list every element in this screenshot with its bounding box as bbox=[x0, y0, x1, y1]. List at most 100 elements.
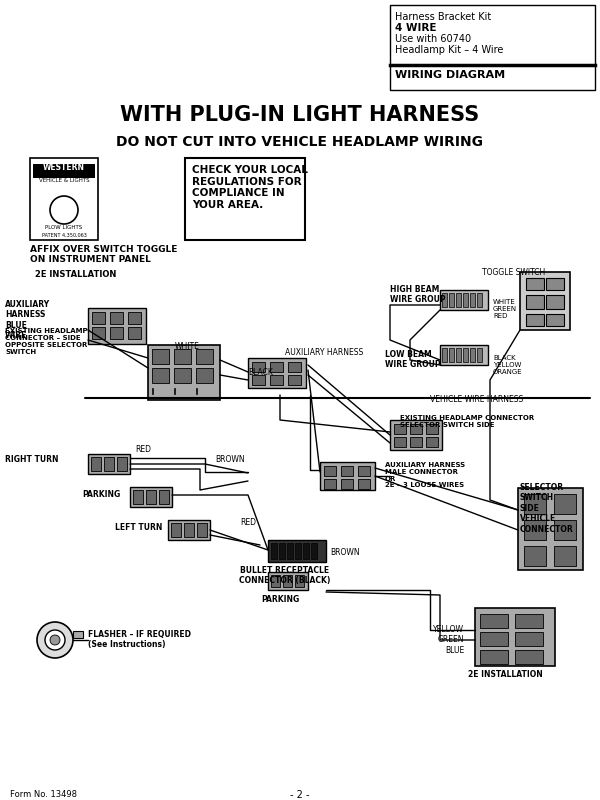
Bar bbox=[303, 543, 309, 559]
Text: VEHICLE & LIGHTS: VEHICLE & LIGHTS bbox=[38, 178, 89, 183]
Text: AUXILIARY HARNESS
MALE CONNECTOR
OR: AUXILIARY HARNESS MALE CONNECTOR OR bbox=[385, 462, 465, 482]
Bar bbox=[477, 293, 482, 307]
Text: WHITE: WHITE bbox=[175, 342, 200, 351]
Text: BLACK: BLACK bbox=[248, 368, 273, 377]
Bar bbox=[295, 575, 304, 587]
Bar bbox=[520, 272, 570, 330]
Text: EXISTING HEADLAMP
CONNECTOR – SIDE
OPPOSITE SELECTOR
SWITCH: EXISTING HEADLAMP CONNECTOR – SIDE OPPOS… bbox=[5, 328, 88, 355]
Bar bbox=[196, 388, 197, 394]
Bar bbox=[88, 454, 130, 474]
Text: AUXILIARY
HARNESS
BLUE
WIRE: AUXILIARY HARNESS BLUE WIRE bbox=[5, 300, 50, 340]
Text: 2E INSTALLATION: 2E INSTALLATION bbox=[35, 270, 116, 279]
Text: PARKING: PARKING bbox=[261, 595, 299, 604]
Bar bbox=[440, 345, 488, 365]
Text: PARKING: PARKING bbox=[82, 490, 120, 499]
Bar bbox=[324, 466, 336, 476]
Bar bbox=[268, 572, 308, 590]
Bar bbox=[311, 543, 317, 559]
Bar bbox=[518, 488, 583, 570]
Bar bbox=[128, 327, 141, 339]
Bar bbox=[174, 388, 175, 394]
Bar bbox=[394, 424, 406, 434]
Text: Use with 60740: Use with 60740 bbox=[395, 34, 471, 44]
Bar bbox=[477, 348, 482, 362]
Bar bbox=[104, 457, 114, 471]
Bar bbox=[449, 348, 454, 362]
Text: 4 WIRE: 4 WIRE bbox=[395, 23, 437, 33]
Text: PLOW LIGHTS: PLOW LIGHTS bbox=[46, 225, 83, 230]
Bar bbox=[283, 575, 292, 587]
Bar bbox=[268, 540, 326, 562]
Text: 2E – 3 LOOSE WIRES: 2E – 3 LOOSE WIRES bbox=[385, 482, 464, 488]
Bar bbox=[358, 466, 370, 476]
Bar bbox=[271, 543, 277, 559]
Bar bbox=[252, 362, 265, 372]
Bar bbox=[174, 349, 191, 364]
Bar bbox=[270, 362, 283, 372]
Bar bbox=[390, 420, 442, 450]
Bar bbox=[554, 494, 576, 514]
Circle shape bbox=[37, 622, 73, 658]
Bar bbox=[110, 327, 123, 339]
Text: BULLET RECEPTACLE
CONNECTOR (BLACK): BULLET RECEPTACLE CONNECTOR (BLACK) bbox=[239, 566, 331, 586]
Bar bbox=[475, 608, 555, 666]
Bar bbox=[410, 437, 422, 447]
Text: WHITE
GREEN
RED: WHITE GREEN RED bbox=[493, 299, 517, 319]
Text: BROWN: BROWN bbox=[330, 548, 359, 557]
Text: LEFT TURN: LEFT TURN bbox=[115, 523, 163, 532]
Bar bbox=[196, 349, 213, 364]
Text: EXISTING HEADLAMP CONNECTOR
SELECTOR SWITCH SIDE: EXISTING HEADLAMP CONNECTOR SELECTOR SWI… bbox=[400, 415, 534, 428]
Bar bbox=[270, 375, 283, 385]
Bar bbox=[546, 295, 564, 309]
Bar bbox=[426, 437, 438, 447]
Bar bbox=[394, 437, 406, 447]
Text: RED: RED bbox=[135, 445, 151, 454]
Bar bbox=[324, 479, 336, 489]
Bar bbox=[470, 293, 475, 307]
Text: AUXILIARY HARNESS: AUXILIARY HARNESS bbox=[285, 348, 363, 357]
Text: WITH PLUG-IN LIGHT HARNESS: WITH PLUG-IN LIGHT HARNESS bbox=[121, 105, 479, 125]
Bar bbox=[128, 312, 141, 324]
Bar bbox=[174, 368, 191, 383]
Bar bbox=[152, 388, 153, 394]
Text: SELECTOR
SWITCH
SIDE
VEHICLE
CONNECTOR: SELECTOR SWITCH SIDE VEHICLE CONNECTOR bbox=[520, 483, 574, 534]
Text: Harness Bracket Kit: Harness Bracket Kit bbox=[395, 12, 491, 22]
Text: BLACK
YELLOW
ORANGE: BLACK YELLOW ORANGE bbox=[493, 355, 523, 375]
Bar bbox=[196, 368, 213, 383]
Text: YELLOW
GREEN
BLUE: YELLOW GREEN BLUE bbox=[433, 625, 464, 654]
Text: HIGH BEAM
WIRE GROUP: HIGH BEAM WIRE GROUP bbox=[390, 285, 446, 304]
Bar bbox=[295, 543, 301, 559]
Bar bbox=[185, 158, 305, 240]
Bar bbox=[279, 543, 285, 559]
Text: Form No. 13498: Form No. 13498 bbox=[10, 790, 77, 799]
Text: BROWN: BROWN bbox=[215, 455, 245, 464]
Text: WESTERN: WESTERN bbox=[43, 163, 85, 172]
Bar bbox=[524, 546, 546, 566]
Bar bbox=[341, 466, 353, 476]
Bar bbox=[146, 490, 156, 504]
Text: TOGGLE SWITCH: TOGGLE SWITCH bbox=[482, 268, 545, 277]
Bar bbox=[410, 424, 422, 434]
Bar bbox=[449, 293, 454, 307]
Bar bbox=[33, 164, 95, 178]
Text: 2E INSTALLATION: 2E INSTALLATION bbox=[467, 670, 542, 679]
Bar bbox=[470, 348, 475, 362]
Bar bbox=[526, 295, 544, 309]
Bar bbox=[515, 614, 543, 628]
Bar bbox=[248, 358, 306, 388]
Text: AFFIX OVER SWITCH TOGGLE
ON INSTRUMENT PANEL: AFFIX OVER SWITCH TOGGLE ON INSTRUMENT P… bbox=[30, 245, 178, 264]
Bar bbox=[554, 520, 576, 540]
Bar bbox=[526, 314, 544, 326]
Bar bbox=[159, 490, 169, 504]
Bar bbox=[442, 348, 447, 362]
Bar bbox=[456, 348, 461, 362]
Text: Headlamp Kit – 4 Wire: Headlamp Kit – 4 Wire bbox=[395, 45, 503, 55]
Bar bbox=[184, 523, 194, 537]
Circle shape bbox=[45, 630, 65, 650]
Bar bbox=[463, 348, 468, 362]
Bar bbox=[92, 327, 105, 339]
Bar bbox=[88, 308, 146, 344]
Bar bbox=[341, 479, 353, 489]
Bar bbox=[148, 345, 220, 400]
Bar bbox=[30, 158, 98, 240]
